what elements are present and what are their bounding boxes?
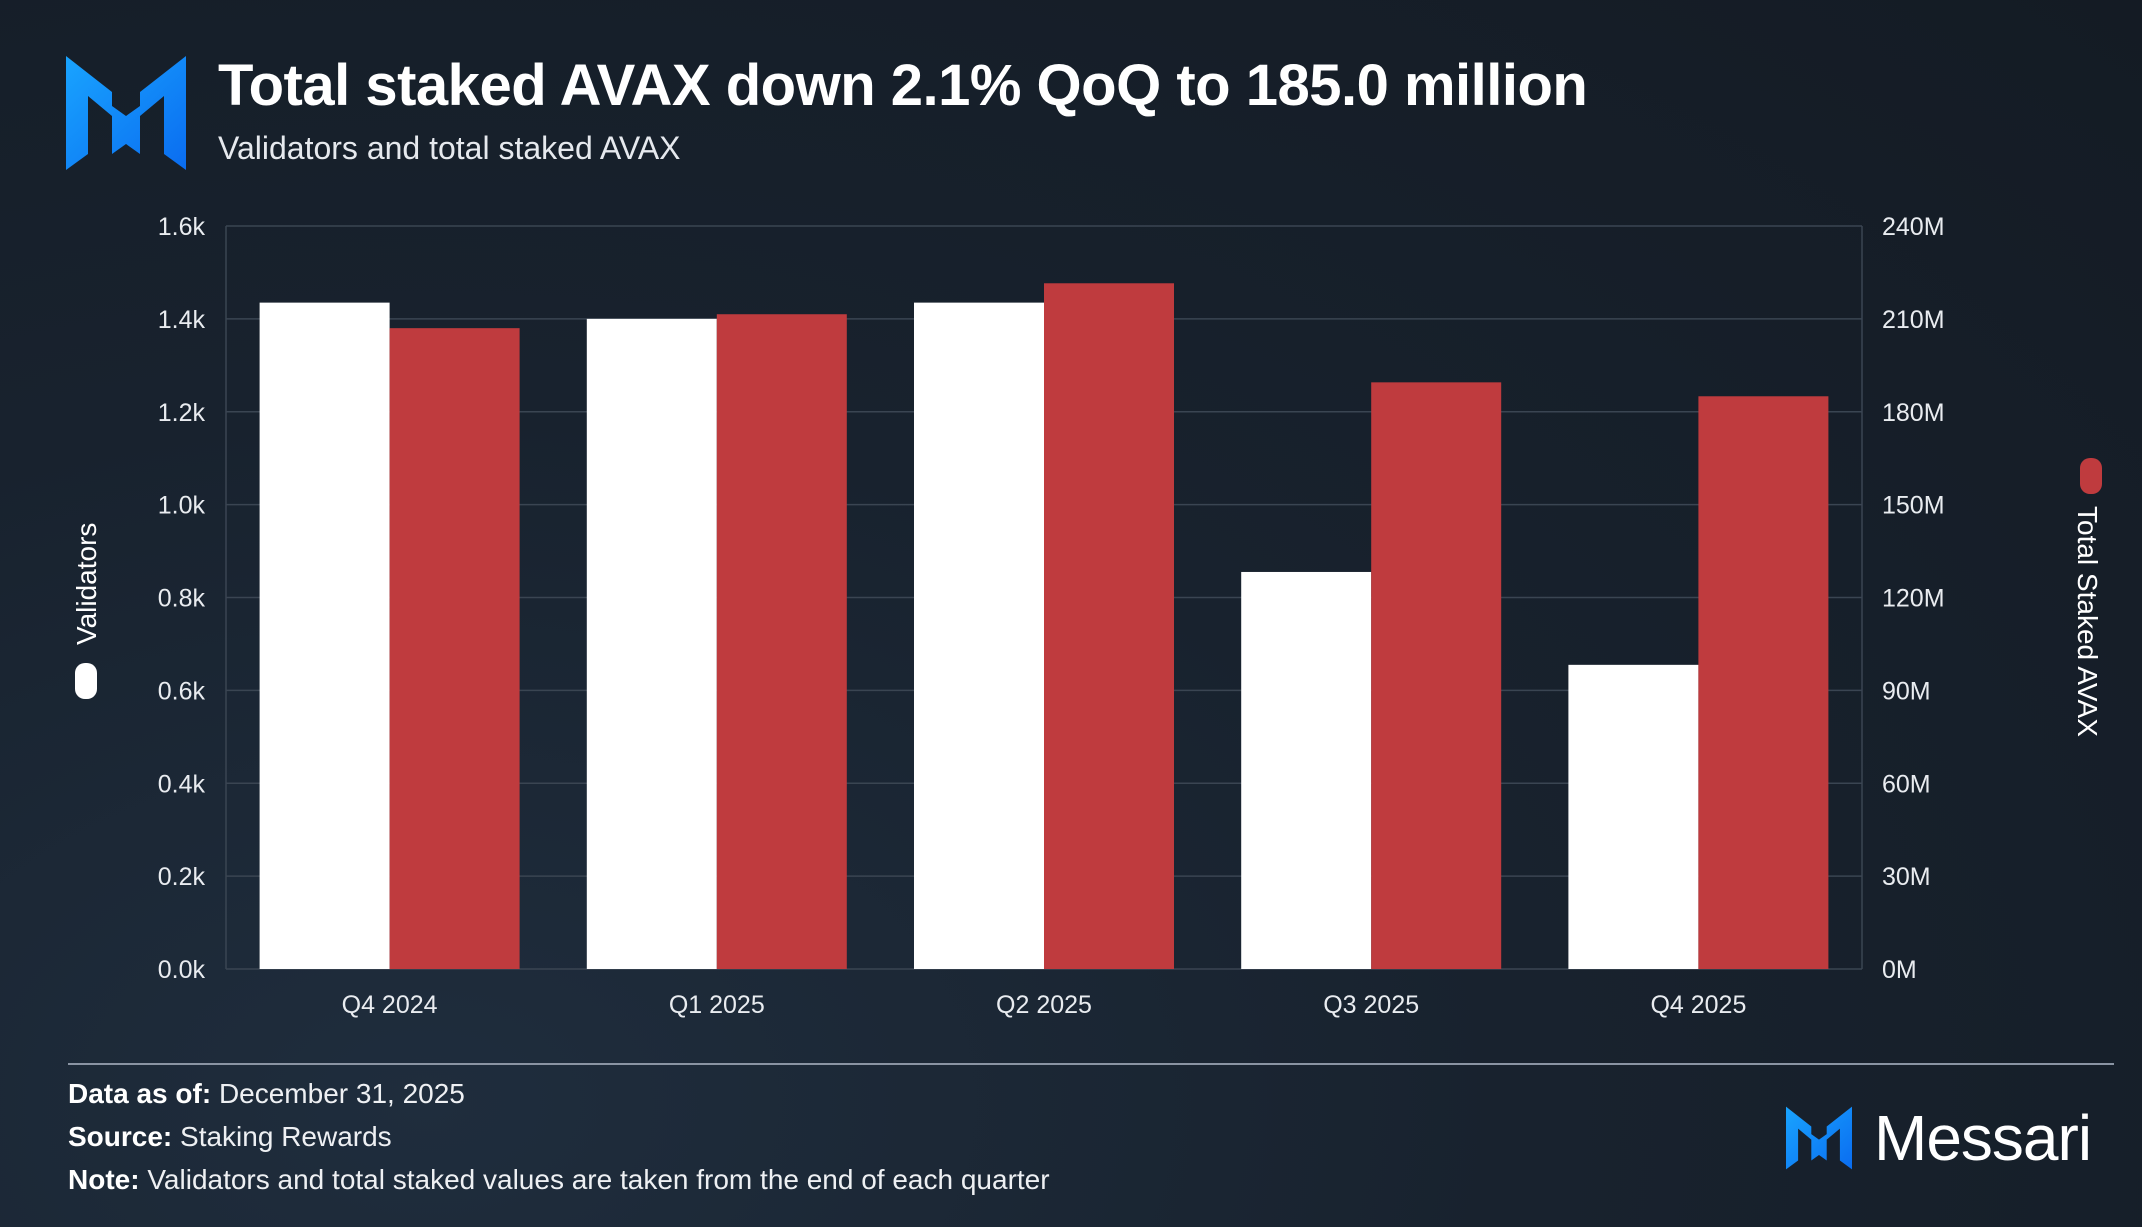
y-left-tick-label: 0.4k — [158, 770, 206, 798]
staked-avax-bar — [1371, 382, 1502, 969]
footer-source: Source: Staking Rewards — [68, 1121, 392, 1153]
note-value: Validators and total staked values are t… — [147, 1164, 1050, 1195]
staked-avax-bar — [716, 314, 847, 969]
y-left-tick-label: 1.6k — [158, 213, 206, 241]
data-as-of-value: December 31, 2025 — [218, 1078, 465, 1109]
source-label: Source: — [68, 1121, 173, 1152]
x-tick-label: Q4 2025 — [1650, 991, 1746, 1019]
y-right-tick-label: 180M — [1882, 399, 1945, 427]
x-tick-label: Q1 2025 — [669, 991, 765, 1019]
y-right-tick-label: 0M — [1882, 956, 1917, 984]
y-right-tick-label: 30M — [1882, 863, 1931, 891]
footer-note: Note: Validators and total staked values… — [68, 1164, 1050, 1196]
chart-subtitle: Validators and total staked AVAX — [218, 130, 681, 166]
note-label: Note: — [68, 1164, 140, 1195]
staked-avax-bar — [1044, 283, 1174, 969]
brand-name: Messari — [1874, 1102, 2092, 1174]
y-left-tick-label: 1.0k — [158, 492, 206, 520]
y-right-tick-label: 90M — [1882, 677, 1931, 705]
brand-lockup: Messari — [1786, 1102, 2092, 1174]
y-axis-left-label: Validators — [71, 523, 102, 645]
y-right-tick-label: 60M — [1882, 770, 1931, 798]
bar-chart: 0.0k 0.2k 0.4k 0.6k 0.8k 1.0k 1.2k 1.4k 1.6k 0M 30… — [71, 213, 2103, 1019]
y-axis-right-label: Total Staked AVAX — [2072, 506, 2103, 737]
x-tick-label: Q2 2025 — [996, 991, 1092, 1019]
messari-logo-icon — [1786, 1106, 1852, 1170]
y-right-tick-label: 150M — [1882, 492, 1945, 520]
y-left-tick-label: 1.2k — [158, 399, 206, 427]
validators-bar — [586, 318, 717, 969]
source-value: Staking Rewards — [180, 1121, 392, 1152]
staked-avax-bar — [1698, 396, 1829, 969]
validators-bar — [259, 302, 390, 969]
x-tick-label: Q3 2025 — [1323, 991, 1419, 1019]
x-tick-label: Q4 2024 — [342, 991, 438, 1019]
tick-labels: 0.0k 0.2k 0.4k 0.6k 0.8k 1.0k 1.2k 1.4k 1.6k 0M 30… — [158, 213, 1945, 1019]
bars — [259, 283, 1829, 970]
messari-logo-icon — [66, 56, 186, 170]
y-left-tick-label: 0.0k — [158, 956, 206, 984]
validators-bar — [914, 302, 1044, 969]
y-left-tick-label: 1.4k — [158, 306, 206, 334]
y-right-tick-label: 240M — [1882, 213, 1945, 241]
y-right-tick-label: 120M — [1882, 585, 1945, 613]
y-left-tick-label: 0.2k — [158, 863, 206, 891]
y-left-tick-label: 0.8k — [158, 585, 206, 613]
footer-divider — [68, 1063, 2114, 1065]
y-left-tick-label: 0.6k — [158, 677, 206, 705]
footer-data-as-of: Data as of: December 31, 2025 — [68, 1078, 465, 1110]
chart-title: Total staked AVAX down 2.1% QoQ to 185.0… — [218, 53, 1588, 118]
validators-bar — [1241, 571, 1372, 969]
data-as-of-label: Data as of: — [68, 1078, 212, 1109]
staked-avax-bar — [389, 328, 520, 970]
validators-legend-swatch — [75, 663, 97, 699]
validators-bar — [1568, 664, 1699, 969]
y-right-tick-label: 210M — [1882, 306, 1945, 334]
staked-legend-swatch — [2080, 458, 2102, 494]
